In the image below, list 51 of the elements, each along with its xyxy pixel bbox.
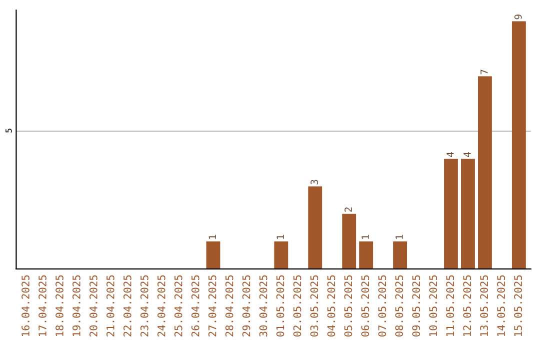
bar bbox=[342, 214, 356, 269]
bar bbox=[478, 76, 492, 269]
bar bbox=[308, 186, 322, 269]
x-tick-label: 23.04.2025 bbox=[140, 275, 148, 336]
data-label: 1 bbox=[362, 234, 369, 239]
bar bbox=[444, 158, 458, 269]
bar bbox=[461, 158, 475, 269]
x-tick-label: 27.04.2025 bbox=[208, 275, 216, 336]
x-tick-label: 21.04.2025 bbox=[106, 275, 114, 336]
x-tick-label: 30.04.2025 bbox=[259, 275, 268, 337]
x-tick-label: 20.04.2025 bbox=[90, 275, 98, 336]
x-tick-label: 04.05.2025 bbox=[327, 275, 336, 337]
x-tick-label: 22.04.2025 bbox=[123, 275, 132, 336]
x-tick-label: 12.05.2025 bbox=[463, 275, 472, 336]
data-label: 1 bbox=[396, 234, 403, 239]
x-tick-label: 10.05.2025 bbox=[429, 275, 438, 336]
data-label: 2 bbox=[344, 207, 352, 212]
x-tick-label: 15.05.2025 bbox=[514, 275, 522, 336]
x-tick-label: 07.05.2025 bbox=[378, 275, 386, 337]
y-tick-label: 5 bbox=[6, 128, 12, 133]
x-tick-label: 17.04.2025 bbox=[38, 275, 46, 336]
x-tick-label: 19.04.2025 bbox=[72, 275, 80, 336]
x-tick-label: 29.04.2025 bbox=[242, 275, 250, 336]
x-tick-label: 18.04.2025 bbox=[56, 275, 64, 336]
x-tick-label: 28.04.2025 bbox=[225, 275, 234, 336]
x-tick-label: 24.04.2025 bbox=[157, 275, 166, 336]
x-tick-label: 01.05.2025 bbox=[276, 275, 284, 337]
x-tick-label: 16.04.2025 bbox=[22, 275, 30, 336]
x-tick-label: 25.04.2025 bbox=[174, 275, 182, 336]
x-tick-label: 26.04.2025 bbox=[191, 275, 200, 336]
x-tick-label: 08.05.2025 bbox=[395, 275, 404, 337]
x-tick-label: 11.05.2025 bbox=[446, 275, 454, 336]
data-label: 4 bbox=[446, 152, 454, 157]
data-label: 7 bbox=[480, 70, 488, 74]
bar bbox=[359, 241, 374, 269]
x-tick-label: 14.05.2025 bbox=[497, 275, 505, 336]
x-tick-label: 09.05.2025 bbox=[412, 275, 420, 337]
data-label: 3 bbox=[310, 180, 318, 184]
bar bbox=[206, 241, 220, 269]
x-tick-label: 05.05.2025 bbox=[344, 275, 352, 337]
x-tick-label: 02.05.2025 bbox=[293, 275, 302, 337]
bar bbox=[512, 21, 526, 269]
bar bbox=[393, 241, 408, 269]
data-label: 1 bbox=[208, 234, 216, 239]
bar bbox=[274, 241, 288, 269]
data-label: 1 bbox=[276, 234, 284, 239]
data-label: 9 bbox=[514, 14, 522, 20]
data-label: 4 bbox=[464, 152, 471, 157]
x-tick-label: 13.05.2025 bbox=[480, 275, 488, 336]
x-tick-label: 03.05.2025 bbox=[310, 275, 318, 337]
x-tick-label: 06.05.2025 bbox=[361, 275, 370, 337]
